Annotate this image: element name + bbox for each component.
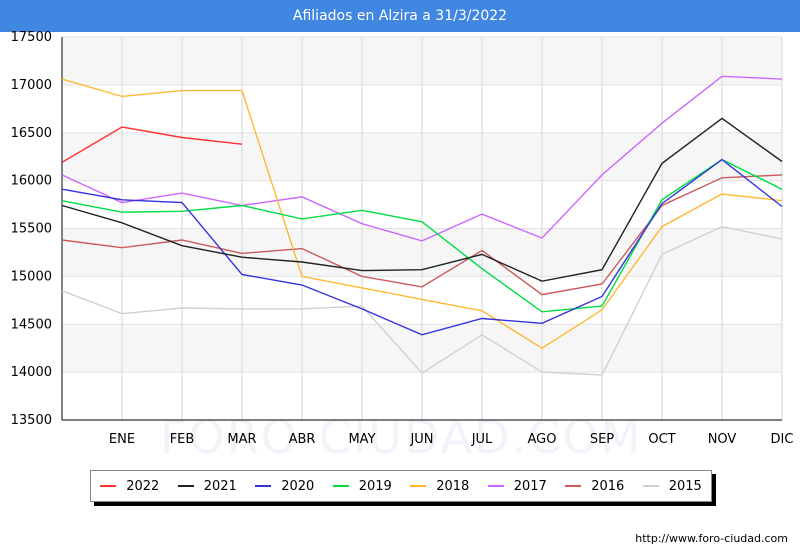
series-line-2022 [61,126,243,164]
y-tick-label: 17000 [11,78,52,93]
y-tick-label: 14000 [11,365,52,380]
legend-item-2020: 2020 [255,479,314,494]
legend-label: 2018 [436,478,470,494]
legend-swatch [565,485,582,487]
legend-item-2015: 2015 [642,478,702,494]
legend-item-2017: 2017 [487,478,547,494]
legend-swatch [255,485,272,487]
series-line-2016 [61,174,783,296]
x-tick-label: SEP [590,432,614,447]
legend-item-2019: 2019 [332,478,392,494]
legend-label: 2015 [668,478,702,494]
x-tick-label: OCT [648,432,675,447]
legend-swatch [332,485,349,487]
series-line-2018 [61,78,783,350]
series-line-2017 [61,75,783,242]
x-tick-label: MAY [348,432,375,447]
legend-label: 2016 [591,478,625,494]
legend-swatch [410,485,427,487]
legend-label: 2019 [358,478,392,494]
legend-label: 2021 [203,478,237,494]
legend-item-2018: 2018 [410,479,469,494]
chart-title: Afiliados en Alzira a 31/3/2022 [0,0,800,32]
x-tick-label: AGO [528,432,557,447]
legend: 2022 2021 2020 2019 2018 2017 2016 2015 [90,470,712,502]
x-tick-label: ABR [289,432,316,447]
legend-label: 2020 [281,478,315,494]
x-tick-label: JUL [471,432,493,447]
legend-label: 2017 [513,478,547,494]
x-tick-label: JUN [409,432,433,447]
legend-swatch [487,485,504,487]
series-line-2019 [61,158,783,313]
legend-swatch [642,485,659,487]
x-tick-label: DIC [771,432,794,447]
y-tick-label: 15500 [11,222,52,237]
y-tick-label: 13500 [11,413,52,428]
legend-label: 2022 [126,478,160,494]
x-tick-label: FEB [170,432,195,447]
x-tick-label: MAR [227,432,256,447]
x-tick-label: ENE [109,432,135,447]
y-tick-label: 17500 [11,30,52,45]
y-tick-label: 15000 [11,269,52,284]
series-line-2021 [61,117,783,282]
y-tick-label: 16500 [11,126,52,141]
series-line-2020 [61,158,783,336]
legend-item-2022: 2022 [100,479,159,494]
y-tick-label: 16000 [11,174,52,189]
legend-item-2021: 2021 [177,478,237,494]
footer-url[interactable]: http://www.foro-ciudad.com [635,532,788,545]
series-line-2015 [61,225,783,376]
x-tick-label: NOV [708,432,737,447]
y-tick-label: 14500 [11,317,52,332]
legend-item-2016: 2016 [565,479,624,494]
legend-swatch [100,485,117,487]
legend-swatch [177,485,194,487]
